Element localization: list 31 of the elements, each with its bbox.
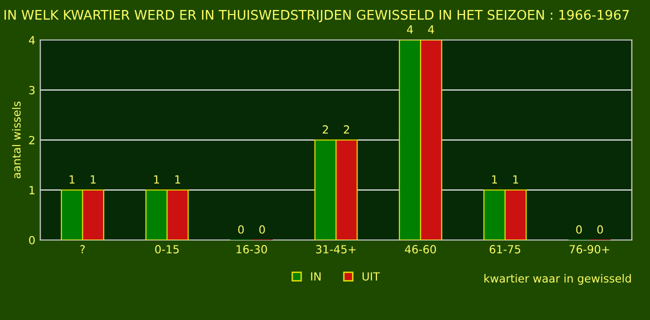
data-label: 1 xyxy=(154,175,159,184)
x-tick-label: 61-75 xyxy=(490,245,520,254)
data-label: 0 xyxy=(238,225,244,234)
x-tick-label: 16-30 xyxy=(236,245,267,254)
x-tick-label: 31-45+ xyxy=(316,245,356,254)
y-tick-label: 3 xyxy=(29,86,35,94)
chart-title: IN WELK KWARTIER WERD ER IN THUISWEDSTRIJDEN GEWISSELD IN HET SEIZOEN : 1966-1967 xyxy=(4,10,629,22)
x-tick-label: 76-90+ xyxy=(570,245,610,254)
data-label: 4 xyxy=(428,25,434,34)
y-tick-label: 1 xyxy=(30,186,34,194)
x-tick-label: 46-60 xyxy=(404,245,436,254)
y-axis-title: aantal wissels xyxy=(12,102,21,178)
data-label: 1 xyxy=(175,175,180,184)
data-label: 0 xyxy=(576,225,582,234)
legend-label: IN xyxy=(311,272,321,280)
data-label: 0 xyxy=(597,225,603,234)
data-label: 0 xyxy=(259,225,265,234)
data-label: 2 xyxy=(344,125,350,134)
legend-label: UIT xyxy=(362,272,380,281)
x-axis-title: kwartier waar in gewisseld xyxy=(484,274,631,285)
data-label: 1 xyxy=(492,175,497,184)
y-tick-label: 0 xyxy=(29,236,35,244)
x-tick-label: ? xyxy=(80,245,85,254)
y-tick-label: 2 xyxy=(29,136,34,144)
x-tick-label: 0-15 xyxy=(155,245,179,254)
data-label: 1 xyxy=(70,175,74,184)
y-tick-label: 4 xyxy=(28,36,35,44)
data-label: 1 xyxy=(513,175,518,184)
data-label: 2 xyxy=(322,125,328,134)
data-label: 1 xyxy=(90,175,96,184)
data-label: 4 xyxy=(406,25,413,34)
